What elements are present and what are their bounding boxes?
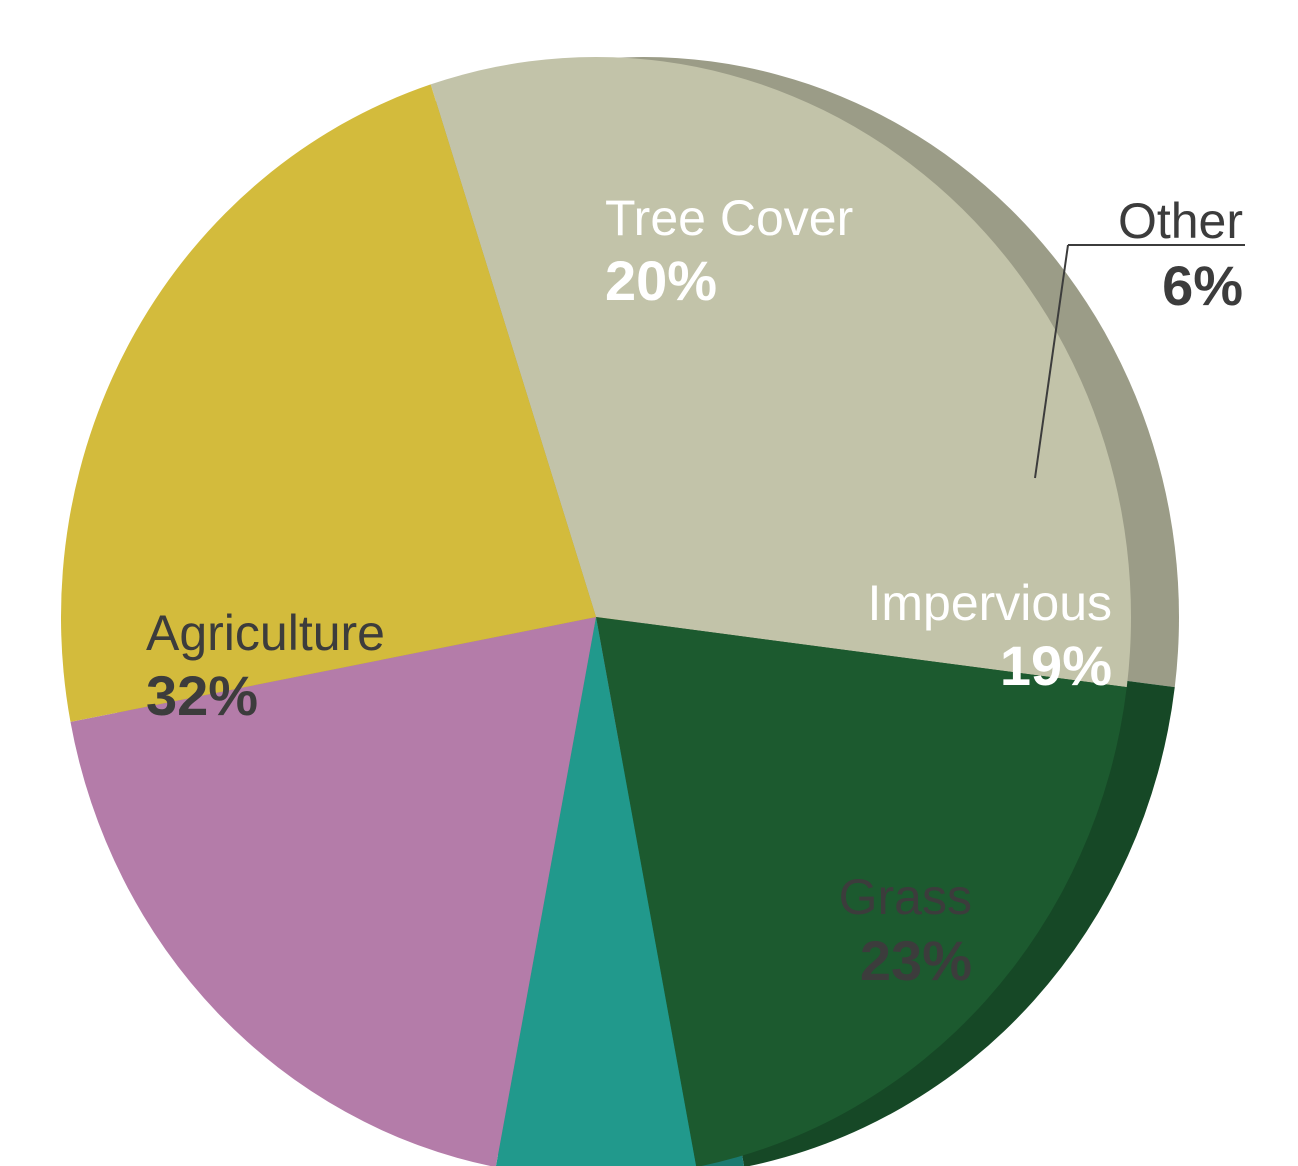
other-value: 6% xyxy=(1162,254,1243,317)
agriculture-slice xyxy=(430,56,1131,688)
impervious-slice xyxy=(70,617,596,1166)
tree-cover-slice xyxy=(596,617,1127,1166)
other-label: Other xyxy=(1118,193,1243,249)
agriculture-value: 32% xyxy=(146,664,258,727)
impervious-label: Impervious xyxy=(867,575,1112,631)
tree-cover-label: Tree Cover xyxy=(605,190,853,246)
impervious-value: 19% xyxy=(1000,634,1112,697)
grass-slice xyxy=(60,84,596,722)
agriculture-label: Agriculture xyxy=(146,605,385,661)
other-leader-line-pointer xyxy=(1034,244,1069,479)
grass-value: 23% xyxy=(860,929,972,992)
tree-cover-value: 20% xyxy=(605,249,717,312)
other-slice xyxy=(495,617,697,1166)
pie-slices xyxy=(60,56,1131,1166)
grass-label: Grass xyxy=(839,869,972,925)
